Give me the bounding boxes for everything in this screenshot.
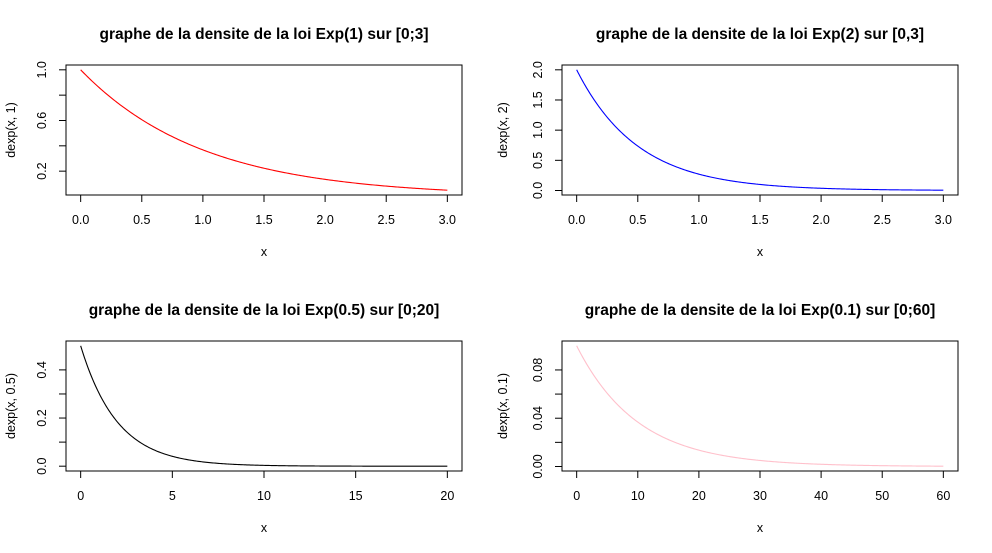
chart-title: graphe de la densite de la loi Exp(1) su… [99,26,428,43]
x-tick-label: 0.5 [629,213,646,227]
chart-exp2: graphe de la densite de la loi Exp(2) su… [496,26,959,259]
x-tick-label: 3.0 [935,213,952,227]
x-tick-label: 15 [349,489,363,503]
x-tick-label: 2.0 [316,213,333,227]
x-tick-label: 3.0 [439,213,456,227]
x-tick-label: 1.5 [751,213,768,227]
x-axis-label: x [261,521,268,535]
x-axis-label: x [757,245,764,259]
plot-frame [561,64,959,196]
y-tick-label: 1.5 [531,91,545,108]
x-tick-label: 5 [169,489,176,503]
x-tick-label: 10 [257,489,271,503]
density-curve [576,69,944,191]
x-tick-label: 1.0 [690,213,707,227]
x-axis-label: x [757,521,764,535]
x-tick-label: 1.0 [194,213,211,227]
x-tick-label: 0 [77,489,84,503]
y-tick-label: 0.0 [35,457,49,474]
y-axis-label: dexp(x, 0.1) [496,373,510,439]
plot-frame [65,340,463,472]
chart-exp1: graphe de la densite de la loi Exp(1) su… [4,26,463,259]
y-axis-label: dexp(x, 0.5) [4,373,18,439]
x-tick-label: 40 [814,489,828,503]
y-tick-label: 0.2 [35,162,49,179]
y-tick-label: 0.08 [531,358,545,382]
density-curve [80,69,448,191]
y-tick-label: 0.00 [531,454,545,478]
density-curve [80,345,448,467]
x-tick-label: 1.5 [255,213,272,227]
x-tick-label: 10 [631,489,645,503]
x-tick-label: 0.0 [568,213,585,227]
x-tick-label: 2.5 [378,213,395,227]
x-tick-label: 0 [573,489,580,503]
x-tick-label: 2.5 [874,213,891,227]
density-curve [576,345,944,467]
x-tick-label: 2.0 [812,213,829,227]
x-tick-label: 50 [875,489,889,503]
y-tick-label: 1.0 [531,121,545,138]
y-tick-label: 1.0 [35,61,49,78]
y-tick-label: 0.5 [531,152,545,169]
x-tick-label: 20 [440,489,454,503]
y-tick-label: 0.4 [35,361,49,378]
y-axis-label: dexp(x, 1) [4,102,18,158]
plot-frame [561,340,959,472]
chart-title: graphe de la densite de la loi Exp(2) su… [596,26,924,43]
x-tick-label: 30 [753,489,767,503]
y-tick-label: 0.2 [35,409,49,426]
chart-exp05: graphe de la densite de la loi Exp(0.5) … [4,302,463,535]
chart-exp01: graphe de la densite de la loi Exp(0.1) … [496,302,959,535]
chart-title: graphe de la densite de la loi Exp(0.1) … [585,302,936,319]
x-tick-label: 60 [936,489,950,503]
y-tick-label: 0.04 [531,406,545,430]
x-tick-label: 0.0 [72,213,89,227]
chart-title: graphe de la densite de la loi Exp(0.5) … [89,302,440,319]
y-tick-label: 2.0 [531,61,545,78]
x-tick-label: 20 [692,489,706,503]
x-tick-label: 0.5 [133,213,150,227]
y-tick-label: 0.0 [531,182,545,199]
y-axis-label: dexp(x, 2) [496,102,510,158]
plot-frame [65,64,463,196]
x-axis-label: x [261,245,268,259]
y-tick-label: 0.6 [35,112,49,129]
